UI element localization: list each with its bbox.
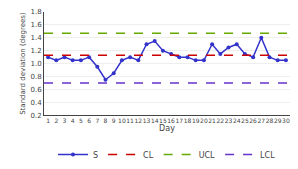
svg-text:LCL: LCL (260, 151, 275, 160)
svg-text:28: 28 (266, 117, 274, 124)
svg-text:CL: CL (143, 151, 154, 160)
svg-text:1.8: 1.8 (30, 8, 41, 16)
svg-text:7: 7 (95, 117, 99, 124)
svg-text:2: 2 (54, 117, 58, 124)
svg-text:12: 12 (134, 117, 142, 124)
svg-text:25: 25 (241, 117, 249, 124)
svg-text:30: 30 (282, 117, 290, 124)
svg-text:3: 3 (63, 117, 67, 124)
svg-text:14: 14 (151, 117, 159, 124)
svg-text:16: 16 (167, 117, 175, 124)
svg-text:10: 10 (118, 117, 126, 124)
svg-text:29: 29 (274, 117, 282, 124)
svg-text:20: 20 (200, 117, 208, 124)
svg-text:UCL: UCL (199, 151, 215, 160)
svg-text:4: 4 (71, 117, 75, 124)
svg-text:18: 18 (184, 117, 192, 124)
svg-text:9: 9 (112, 117, 116, 124)
svg-text:6: 6 (87, 117, 91, 124)
svg-text:1: 1 (46, 117, 50, 124)
svg-text:13: 13 (143, 117, 151, 124)
svg-text:26: 26 (249, 117, 257, 124)
svg-text:1.4: 1.4 (30, 34, 42, 42)
svg-text:1.0: 1.0 (30, 60, 41, 68)
svg-text:17: 17 (175, 117, 183, 124)
svg-text:8: 8 (104, 117, 108, 124)
svg-text:19: 19 (192, 117, 200, 124)
svg-text:0.6: 0.6 (30, 86, 42, 94)
svg-text:24: 24 (233, 117, 241, 124)
svg-text:23: 23 (225, 117, 233, 124)
svg-text:21: 21 (208, 117, 216, 124)
svg-text:5: 5 (79, 117, 83, 124)
svg-text:0.2: 0.2 (30, 112, 41, 120)
svg-text:1.6: 1.6 (30, 21, 42, 29)
svg-text:15: 15 (159, 117, 167, 124)
svg-text:S: S (93, 151, 98, 160)
svg-text:27: 27 (257, 117, 265, 124)
svg-text:0.8: 0.8 (30, 73, 41, 81)
svg-text:1.2: 1.2 (30, 47, 41, 55)
svg-text:Standard deviation (degrees): Standard deviation (degrees) (19, 12, 27, 115)
svg-text:Day: Day (159, 124, 175, 133)
svg-text:22: 22 (216, 117, 224, 124)
svg-text:11: 11 (126, 117, 134, 124)
svg-text:0.4: 0.4 (30, 99, 42, 107)
